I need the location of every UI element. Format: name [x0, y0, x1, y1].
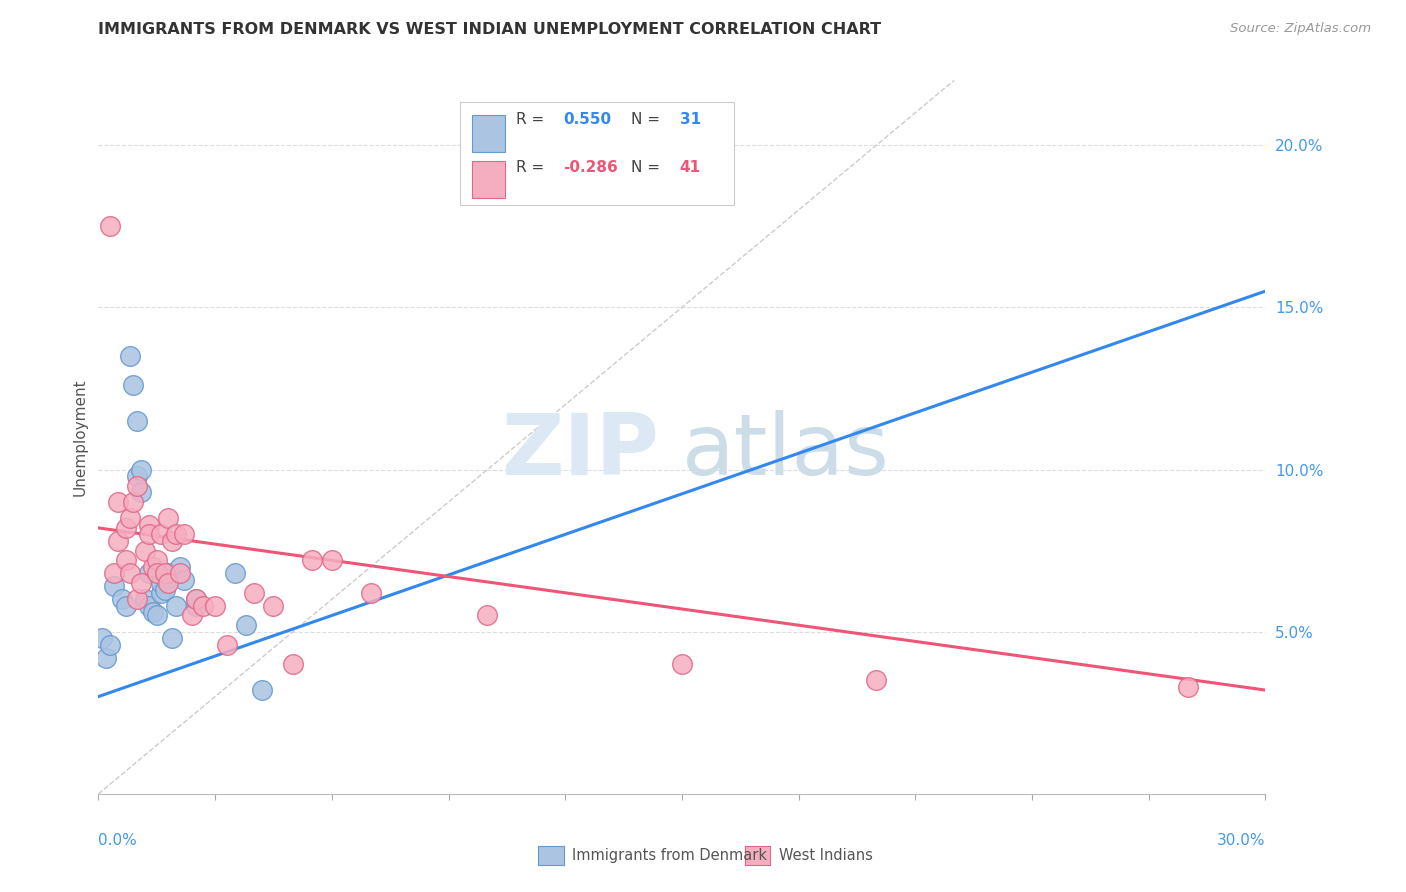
Point — [262, 599, 284, 613]
Bar — [472, 161, 505, 198]
Point — [142, 605, 165, 619]
Point — [281, 657, 304, 672]
Text: ZIP: ZIP — [501, 409, 658, 493]
Point — [169, 559, 191, 574]
Point — [224, 566, 246, 581]
Point — [122, 495, 145, 509]
Point — [184, 592, 207, 607]
Point — [204, 599, 226, 613]
Text: -0.286: -0.286 — [562, 161, 617, 175]
Point — [127, 469, 149, 483]
Point — [162, 631, 184, 645]
Point — [138, 527, 160, 541]
Point — [96, 650, 118, 665]
Point — [671, 657, 693, 672]
Y-axis label: Unemployment: Unemployment — [72, 378, 87, 496]
Text: R =: R = — [516, 161, 550, 175]
Point — [169, 566, 191, 581]
Point — [138, 566, 160, 581]
Text: Source: ZipAtlas.com: Source: ZipAtlas.com — [1230, 22, 1371, 36]
Point — [184, 592, 207, 607]
Point — [127, 592, 149, 607]
Point — [165, 527, 187, 541]
Text: N =: N = — [630, 161, 665, 175]
Point — [114, 553, 136, 567]
Bar — [472, 114, 505, 152]
Point — [477, 608, 499, 623]
Point — [146, 553, 169, 567]
Point — [165, 599, 187, 613]
Point — [122, 378, 145, 392]
Point — [157, 566, 180, 581]
Point — [360, 586, 382, 600]
Text: 0.550: 0.550 — [562, 112, 612, 127]
Text: Immigrants from Denmark: Immigrants from Denmark — [572, 848, 768, 863]
Text: 0.0%: 0.0% — [98, 833, 138, 848]
Text: IMMIGRANTS FROM DENMARK VS WEST INDIAN UNEMPLOYMENT CORRELATION CHART: IMMIGRANTS FROM DENMARK VS WEST INDIAN U… — [98, 22, 882, 37]
Point — [138, 599, 160, 613]
Point — [127, 414, 149, 428]
Point — [146, 566, 169, 581]
Text: 41: 41 — [679, 161, 700, 175]
Point — [114, 599, 136, 613]
Point — [103, 566, 125, 581]
Point — [118, 566, 141, 581]
Point — [134, 592, 156, 607]
Point — [149, 576, 172, 591]
Point — [235, 618, 257, 632]
Point — [243, 586, 266, 600]
Point — [129, 576, 152, 591]
Text: 30.0%: 30.0% — [1218, 833, 1265, 848]
Point — [134, 543, 156, 558]
Point — [138, 517, 160, 532]
Point — [127, 479, 149, 493]
Point — [91, 631, 114, 645]
Point — [865, 673, 887, 688]
Point — [162, 533, 184, 548]
Text: 31: 31 — [679, 112, 700, 127]
Point — [153, 566, 176, 581]
Text: atlas: atlas — [682, 409, 890, 493]
Point — [129, 485, 152, 500]
Point — [153, 582, 176, 597]
Point — [107, 495, 129, 509]
Point — [173, 527, 195, 541]
Point — [321, 553, 343, 567]
Point — [103, 579, 125, 593]
Point — [173, 573, 195, 587]
Point — [129, 462, 152, 476]
Point — [98, 219, 121, 234]
Point — [149, 586, 172, 600]
Point — [250, 683, 273, 698]
Point — [98, 638, 121, 652]
Text: R =: R = — [516, 112, 550, 127]
Point — [301, 553, 323, 567]
Point — [180, 608, 202, 623]
Point — [1177, 680, 1199, 694]
Point — [142, 559, 165, 574]
Point — [118, 511, 141, 525]
Point — [149, 527, 172, 541]
Text: N =: N = — [630, 112, 665, 127]
Point — [193, 599, 215, 613]
Point — [157, 511, 180, 525]
Point — [118, 349, 141, 363]
Point — [184, 599, 207, 613]
Text: West Indians: West Indians — [779, 848, 873, 863]
Bar — [460, 102, 734, 205]
Point — [111, 592, 134, 607]
Point — [215, 638, 238, 652]
Point — [107, 533, 129, 548]
Point — [146, 608, 169, 623]
Point — [157, 576, 180, 591]
Point — [114, 521, 136, 535]
Point — [146, 566, 169, 581]
